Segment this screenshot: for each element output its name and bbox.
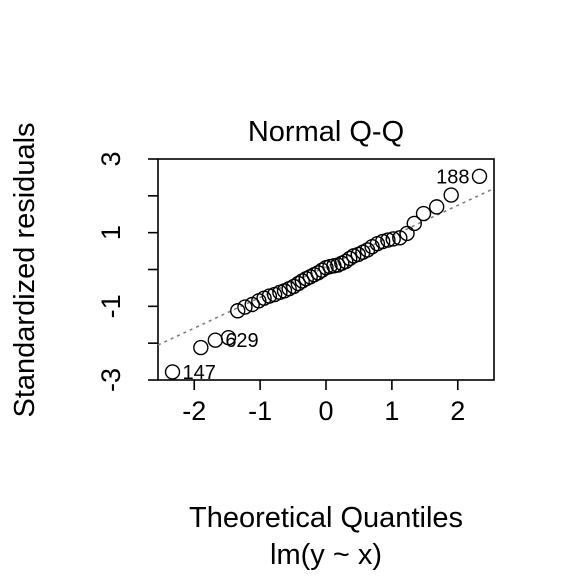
x-tick-label: -2 <box>182 396 206 426</box>
y-axis-label: Standardized residuals <box>9 122 41 417</box>
chart-title: Normal Q-Q <box>248 116 404 148</box>
point-annotation: 188 <box>436 166 469 188</box>
data-point <box>290 275 307 292</box>
data-point <box>294 273 310 289</box>
x-axis: -2 -1 0 1 2 <box>182 380 465 426</box>
data-point <box>207 332 224 348</box>
data-point <box>193 339 209 356</box>
data-point <box>415 205 432 222</box>
reference-line <box>157 187 495 346</box>
y-tick-label: -3 <box>96 368 126 392</box>
data-point <box>302 269 318 285</box>
data-point <box>380 232 396 248</box>
data-point <box>443 187 459 203</box>
y-tick-label: 1 <box>96 225 126 240</box>
data-point <box>399 225 415 242</box>
x-tick-label: 2 <box>450 396 465 426</box>
annotations-layer: 188 629 147 <box>182 166 469 384</box>
x-tick-label: -1 <box>248 396 272 426</box>
data-point <box>342 250 358 267</box>
x-tick-label: 0 <box>318 396 333 426</box>
data-point <box>471 168 488 185</box>
x-tick-label: 1 <box>384 396 399 426</box>
data-point <box>220 329 237 346</box>
data-point <box>237 299 253 315</box>
y-tick-label: 3 <box>96 151 126 166</box>
data-point <box>286 278 302 295</box>
data-point <box>428 199 445 215</box>
x-axis-label: Theoretical Quantiles <box>189 502 463 534</box>
data-point <box>385 231 401 247</box>
point-annotation: 147 <box>182 362 215 384</box>
points-layer <box>164 168 488 380</box>
data-point <box>230 303 246 319</box>
data-point <box>310 265 326 281</box>
data-point <box>164 364 181 380</box>
point-annotation: 629 <box>225 330 258 352</box>
data-point <box>406 215 422 232</box>
y-tick-label: -1 <box>96 294 126 318</box>
y-axis: -3 -1 1 3 <box>96 151 158 392</box>
x-axis-subtitle: lm(y ~ x) <box>270 539 382 571</box>
data-point <box>338 253 354 270</box>
